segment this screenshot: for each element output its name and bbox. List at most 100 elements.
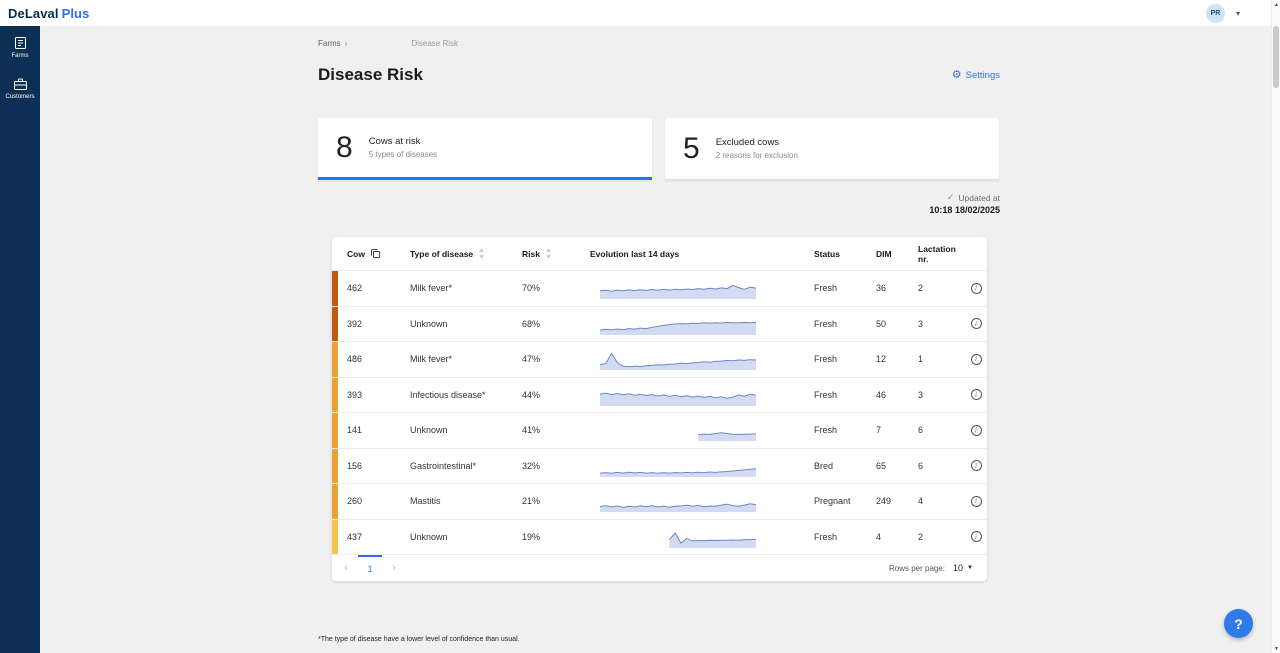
- info-icon[interactable]: i: [971, 389, 982, 400]
- copy-icon[interactable]: [370, 248, 381, 259]
- settings-label: Settings: [966, 70, 1000, 81]
- settings-button[interactable]: ⚙ Settings: [952, 70, 1000, 81]
- table-row[interactable]: 486Milk fever*47%Fresh121i: [332, 341, 987, 377]
- risk-level-bar: [332, 271, 338, 306]
- table-row[interactable]: 462Milk fever*70%Fresh362i: [332, 270, 987, 306]
- chevron-down-icon[interactable]: ▾: [1236, 9, 1240, 18]
- table-row[interactable]: 141Unknown41%Fresh76i: [332, 412, 987, 448]
- cell-lactation: 3: [918, 390, 965, 400]
- cell-status: Fresh: [814, 390, 876, 400]
- cell-cow: 437: [347, 532, 410, 542]
- info-icon[interactable]: i: [971, 354, 982, 365]
- evolution-sparkline: [598, 453, 758, 479]
- table-pagination: ‹ 1 › Rows per page: 10 ▼: [332, 554, 987, 581]
- header-dim: DIM: [876, 249, 918, 259]
- sort-icon[interactable]: [545, 248, 552, 259]
- cell-dim: 4: [876, 532, 918, 542]
- table-row[interactable]: 393Infectious disease*44%Fresh463i: [332, 377, 987, 413]
- cell-lactation: 6: [918, 425, 965, 435]
- evolution-sparkline: [598, 275, 758, 301]
- header-evolution: Evolution last 14 days: [590, 249, 814, 259]
- info-icon[interactable]: i: [971, 283, 982, 294]
- breadcrumb-separator-icon: ›: [345, 39, 348, 48]
- risk-level-bar: [332, 484, 338, 519]
- topbar: DeLavalPlus PR ▾: [0, 0, 1280, 26]
- cell-evolution: [590, 346, 814, 372]
- info-icon[interactable]: i: [971, 425, 982, 436]
- cell-risk: 21%: [522, 496, 590, 506]
- scrollbar-thumb[interactable]: [1273, 26, 1279, 88]
- cell-evolution: [590, 453, 814, 479]
- scroll-down-icon[interactable]: ▼: [1272, 644, 1280, 653]
- scroll-up-icon[interactable]: ▲: [1272, 0, 1280, 9]
- rows-per-page-label: Rows per page:: [889, 564, 945, 573]
- page-title: Disease Risk: [318, 65, 423, 85]
- app-logo[interactable]: DeLavalPlus: [8, 6, 89, 21]
- cell-disease: Milk fever*: [410, 283, 522, 293]
- pagination-page-1[interactable]: 1: [358, 555, 382, 581]
- main-area: Farms › Disease Risk Disease Risk ⚙ Sett…: [40, 26, 1271, 653]
- cell-disease: Mastitis: [410, 496, 522, 506]
- sidebar-item-label: Farms: [12, 53, 29, 59]
- summary-cards: 8Cows at risk5 types of diseases5Exclude…: [318, 118, 1000, 180]
- rows-per-page-select[interactable]: 10 ▼: [953, 563, 973, 573]
- table-header: Cow Type of disease Risk: [332, 237, 987, 270]
- header-disease-label: Type of disease: [410, 249, 473, 259]
- cell-lactation: 1: [918, 354, 965, 364]
- info-icon[interactable]: i: [971, 318, 982, 329]
- cell-status: Fresh: [814, 319, 876, 329]
- cell-status: Pregnant: [814, 496, 876, 506]
- help-button[interactable]: ?: [1224, 609, 1253, 638]
- user-avatar[interactable]: PR: [1206, 4, 1225, 23]
- header-disease[interactable]: Type of disease: [410, 248, 522, 259]
- card-subtitle: 5 types of diseases: [369, 150, 437, 159]
- sidebar-item-customers[interactable]: Customers: [0, 67, 40, 108]
- cell-lactation: 4: [918, 496, 965, 506]
- cell-cow: 393: [347, 390, 410, 400]
- cell-risk: 47%: [522, 354, 590, 364]
- cell-cow: 141: [347, 425, 410, 435]
- summary-card-excluded-cows[interactable]: 5Excluded cows2 reasons for exclusion: [665, 118, 999, 180]
- chevron-down-icon: ▼: [967, 565, 973, 571]
- scrollbar[interactable]: ▲ ▼: [1271, 0, 1280, 653]
- evolution-sparkline: [598, 488, 758, 514]
- header-risk[interactable]: Risk: [522, 248, 590, 259]
- sidebar: Farms Customers: [0, 26, 40, 653]
- cell-risk: 41%: [522, 425, 590, 435]
- summary-card-cows-at-risk[interactable]: 8Cows at risk5 types of diseases: [318, 118, 652, 180]
- breadcrumb-farms[interactable]: Farms: [318, 39, 341, 48]
- info-icon[interactable]: i: [971, 460, 982, 471]
- risk-level-bar: [332, 520, 338, 555]
- pagination-prev[interactable]: ‹: [334, 562, 358, 574]
- cell-evolution: [590, 417, 814, 443]
- pagination-next[interactable]: ›: [382, 562, 406, 574]
- table-row[interactable]: 437Unknown19%Fresh42i: [332, 519, 987, 555]
- table-row[interactable]: 260Mastitis21%Pregnant2494i: [332, 483, 987, 519]
- cell-evolution: [590, 524, 814, 550]
- info-icon[interactable]: i: [971, 496, 982, 507]
- breadcrumb: Farms › Disease Risk: [318, 38, 1000, 48]
- sidebar-item-farms[interactable]: Farms: [0, 26, 40, 67]
- cell-risk: 68%: [522, 319, 590, 329]
- info-icon[interactable]: i: [971, 531, 982, 542]
- cell-status: Fresh: [814, 283, 876, 293]
- cell-disease: Unknown: [410, 532, 522, 542]
- sort-icon[interactable]: [478, 248, 485, 259]
- header-cow[interactable]: Cow: [347, 248, 410, 259]
- cell-status: Fresh: [814, 532, 876, 542]
- cell-cow: 486: [347, 354, 410, 364]
- disease-risk-table: Cow Type of disease Risk: [332, 237, 987, 581]
- cell-cow: 392: [347, 319, 410, 329]
- cell-risk: 19%: [522, 532, 590, 542]
- cell-risk: 70%: [522, 283, 590, 293]
- evolution-sparkline: [598, 417, 758, 443]
- cell-dim: 7: [876, 425, 918, 435]
- cell-disease: Infectious disease*: [410, 390, 522, 400]
- cell-cow: 462: [347, 283, 410, 293]
- sidebar-item-label: Customers: [5, 94, 34, 100]
- evolution-sparkline: [598, 311, 758, 337]
- table-row[interactable]: 156Gastrointestinal*32%Bred656i: [332, 448, 987, 484]
- breadcrumb-current: Disease Risk: [411, 39, 458, 48]
- rows-per-page-value: 10: [953, 563, 963, 573]
- table-row[interactable]: 392Unknown68%Fresh503i: [332, 306, 987, 342]
